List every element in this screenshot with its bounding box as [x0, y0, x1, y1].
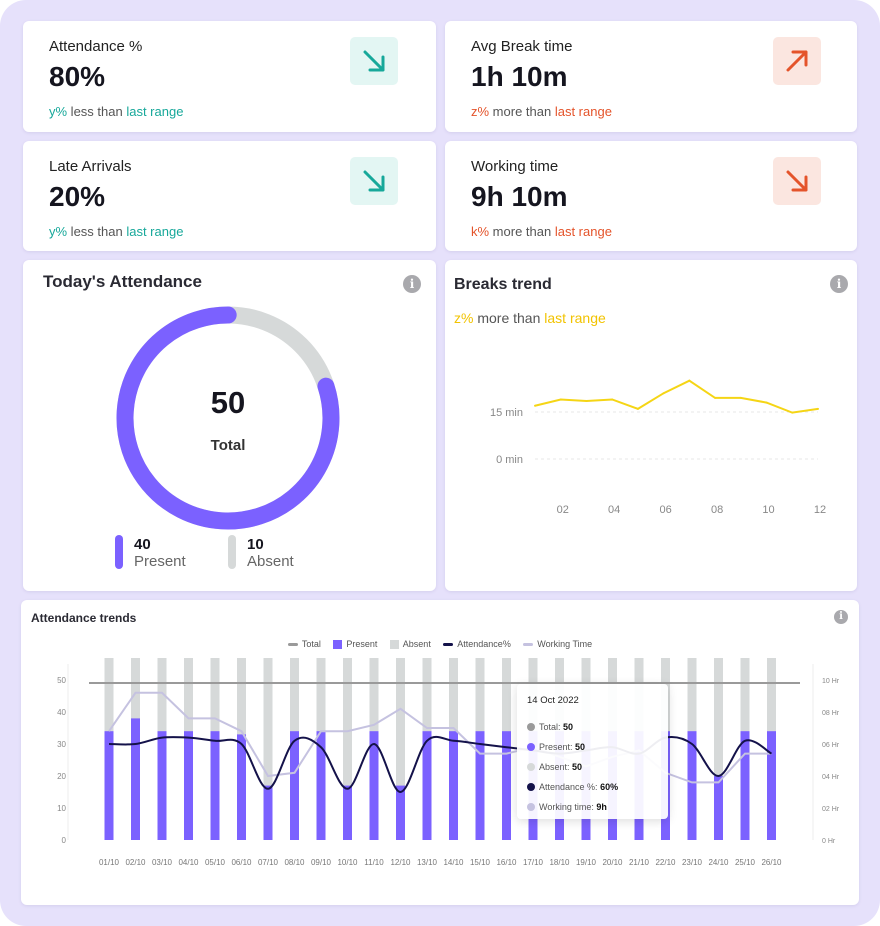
info-icon[interactable]: i	[834, 610, 848, 624]
kpi-label: Late Arrivals	[49, 158, 132, 175]
kpi-value: 80%	[49, 61, 106, 92]
x-tick-label: 12	[814, 504, 826, 516]
breaks-trend-card: Breaks trend i z% more than last range 1…	[445, 260, 857, 591]
breaks-point	[636, 407, 639, 410]
kpi-label: Avg Break time	[471, 38, 573, 55]
breaks-point	[739, 396, 742, 399]
kpi-card-attendance[interactable]: Attendance % 80% y% less than last range	[23, 21, 436, 132]
breaks-point	[791, 411, 794, 414]
tooltip-total: Total: 50	[527, 722, 573, 732]
down-right-arrow-icon	[350, 37, 398, 85]
present-label: Present	[134, 553, 186, 570]
breaks-delta: z% more than last range	[454, 310, 606, 326]
legend-absent[interactable]: Absent	[389, 639, 431, 650]
legend-attendance[interactable]: Attendance%	[443, 639, 511, 649]
tooltip-absent: Absent: 50	[527, 762, 582, 772]
breaks-point	[765, 401, 768, 404]
tooltip-present: Present: 50	[527, 742, 585, 752]
info-icon[interactable]: i	[830, 275, 848, 293]
breaks-point	[714, 396, 717, 399]
x-tick-label: 04	[608, 504, 620, 516]
breaks-point	[817, 407, 819, 410]
down-right-arrow-icon	[773, 157, 821, 205]
kpi-delta: k% more than last range	[471, 224, 612, 239]
kpi-value: 20%	[49, 181, 106, 212]
tooltip-working-time: Working time: 9h	[527, 802, 607, 812]
kpi-label: Working time	[471, 158, 559, 175]
breaks-point	[559, 398, 562, 401]
donut-present-arc	[116, 306, 340, 530]
absent-swatch	[228, 535, 236, 569]
absent-count: 10	[247, 536, 264, 553]
today-attendance-card: Today's Attendance i 50 Total 40 Present…	[23, 260, 436, 591]
attendance-trends-card: Attendance trends i Total Present Absent…	[21, 600, 859, 905]
breaks-point	[662, 392, 665, 395]
x-tick-label: 02	[557, 504, 569, 516]
present-swatch	[115, 535, 123, 569]
donut-chart	[116, 306, 340, 530]
absent-label: Absent	[247, 553, 294, 570]
present-count: 40	[134, 536, 151, 553]
breaks-point	[534, 404, 536, 407]
down-right-arrow-icon	[350, 157, 398, 205]
trends-legend: Total Present Absent Attendance% Working…	[21, 634, 859, 652]
kpi-value: 9h 10m	[471, 181, 568, 212]
card-title: Breaks trend	[454, 276, 552, 293]
tooltip-attendance: Attendance %: 60%	[527, 782, 618, 792]
legend-total[interactable]: Total	[287, 639, 321, 649]
donut-total-label: Total	[210, 437, 246, 454]
y-tick-label: 15 min	[490, 407, 523, 419]
breaks-point	[611, 398, 614, 401]
tooltip-date: 14 Oct 2022	[527, 695, 579, 706]
donut-total-value: 50	[210, 385, 246, 420]
x-tick-label: 10	[762, 504, 774, 516]
legend-present[interactable]: Present	[333, 639, 377, 650]
x-tick-label: 06	[660, 504, 672, 516]
legend-working-time[interactable]: Working Time	[523, 639, 592, 649]
kpi-delta: y% less than last range	[49, 224, 184, 239]
kpi-card-working[interactable]: Working time 9h 10m k% more than last ra…	[445, 141, 857, 251]
kpi-card-break[interactable]: Avg Break time 1h 10m z% more than last …	[445, 21, 857, 132]
info-icon[interactable]: i	[403, 275, 421, 293]
x-tick-label: 08	[711, 504, 723, 516]
card-title: Attendance trends	[31, 611, 137, 625]
up-right-arrow-icon	[773, 37, 821, 85]
y-tick-label: 0 min	[496, 454, 523, 466]
breaks-point	[688, 379, 691, 382]
card-title: Today's Attendance	[43, 272, 202, 291]
kpi-card-late[interactable]: Late Arrivals 20% y% less than last rang…	[23, 141, 436, 251]
kpi-delta: y% less than last range	[49, 104, 184, 119]
chart-tooltip: 14 Oct 2022 Total: 50 Present: 50 Absent…	[517, 684, 668, 819]
kpi-value: 1h 10m	[471, 61, 568, 92]
kpi-label: Attendance %	[49, 38, 143, 55]
breaks-series-line	[534, 379, 819, 414]
breaks-point	[585, 400, 588, 403]
breaks-line-chart: 15 min 0 min 02 04 06 08 10 12	[490, 379, 826, 516]
kpi-delta: z% more than last range	[471, 104, 612, 119]
